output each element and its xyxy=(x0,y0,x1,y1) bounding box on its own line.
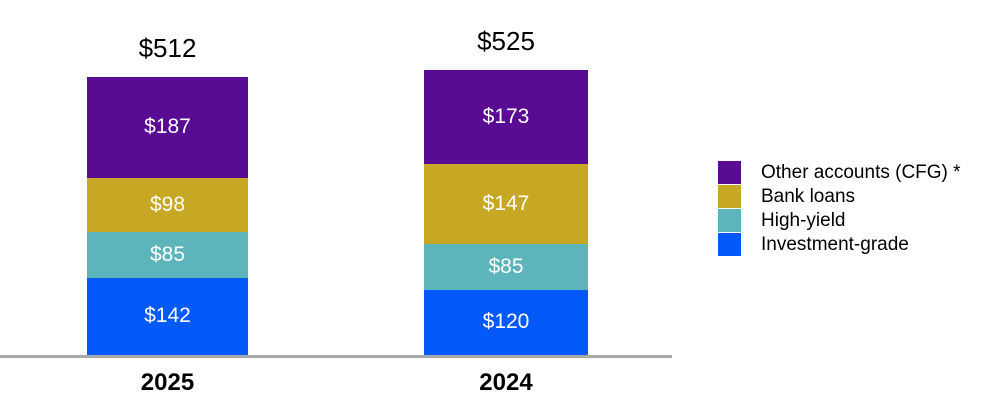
bar-segment: $98 xyxy=(87,178,248,232)
category-label: 2025 xyxy=(140,369,195,396)
legend-item: Other accounts (CFG) * xyxy=(718,161,961,184)
legend-swatch xyxy=(718,209,741,232)
legend-label: Bank loans xyxy=(761,186,856,207)
segment-value-label: $85 xyxy=(149,242,186,266)
segment-value-label: $120 xyxy=(482,310,530,334)
legend-label: Investment-grade xyxy=(761,234,909,255)
bar-segment: $187 xyxy=(87,76,248,179)
segment-value-label: $187 xyxy=(144,115,191,139)
bar-segment: $85 xyxy=(87,231,248,278)
category-label: 2024 xyxy=(479,369,533,396)
legend-swatch xyxy=(718,185,741,208)
bar-segment: $142 xyxy=(87,277,248,355)
legend-label: Other accounts (CFG) * xyxy=(761,162,961,183)
legend-label: High-yield xyxy=(761,210,846,231)
segment-value-label: $85 xyxy=(488,254,524,278)
legend-item: Bank loans xyxy=(718,185,961,208)
legend-swatch xyxy=(718,233,741,256)
segment-value-label: $147 xyxy=(482,191,530,215)
total-label: $525 xyxy=(477,25,535,56)
bar-2024: $173 $147 $85 $120 xyxy=(424,69,588,355)
total-label: $512 xyxy=(138,32,197,63)
chart-legend: Other accounts (CFG) * Bank loans High-yie… xyxy=(718,161,961,257)
segment-value-label: $142 xyxy=(144,304,191,328)
segment-value-label: $173 xyxy=(482,104,530,128)
bar-segment: $120 xyxy=(424,289,588,355)
bar-segment: $173 xyxy=(424,69,588,164)
bar-segment: $85 xyxy=(424,243,588,290)
legend-item: High-yield xyxy=(718,209,961,232)
bar-segment: $147 xyxy=(424,163,588,244)
legend-swatch xyxy=(718,161,741,184)
x-axis-baseline xyxy=(0,355,672,358)
segment-value-label: $98 xyxy=(149,192,186,216)
legend-item: Investment-grade xyxy=(718,233,961,256)
bar-2025: $187 $98 $85 $142 xyxy=(87,76,248,355)
